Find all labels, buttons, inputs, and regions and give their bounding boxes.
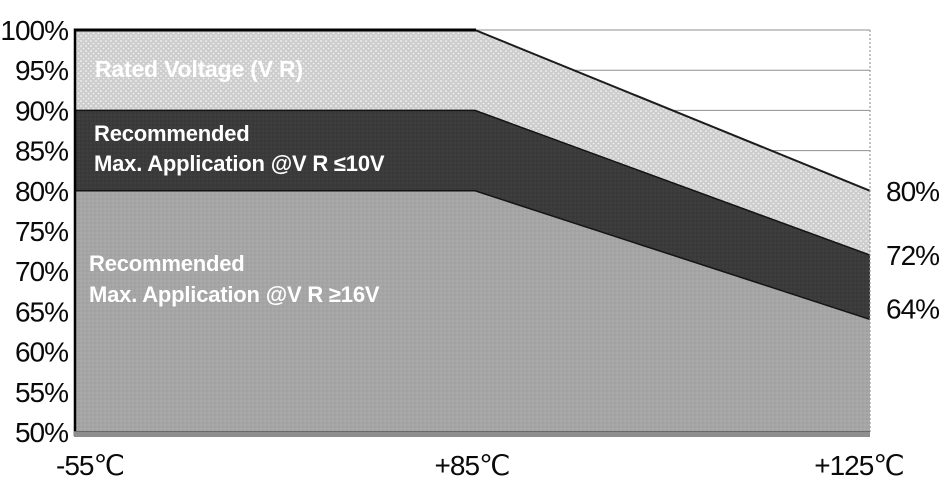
x-tick-label--55c: -55℃ [56,450,124,481]
y-tick-label-70pct: 70% [15,256,68,287]
area-recommended-max-application-ge-16v [75,190,870,432]
area-label-max-application-ge16v: Recommended Max. Application @V R ≥16V [89,248,380,310]
y-tick-label-60pct: 60% [15,337,68,368]
edge-recommended-max-application-ge-16v [75,190,871,321]
area-label-le10v-line2: Max. Application @V R ≤10V [94,151,385,176]
y-tick-label-55pct: 55% [15,377,68,408]
area-label-ge16v-line1: Recommended [89,251,245,276]
x-tick-label-125c: +125℃ [814,450,904,481]
y-tick-label-50pct: 50% [15,417,68,448]
area-label-rated-voltage: Rated Voltage (V R) [95,56,303,82]
y-tick-label-65pct: 65% [15,296,68,327]
edge-recommended-max-application-le-10v [75,109,871,256]
area-label-ge16v-line2: Max. Application @V R ≥16V [89,282,380,307]
y-tick-label-95pct: 95% [15,55,68,86]
y-tick-label-75pct: 75% [15,216,68,247]
area-rated-voltage [75,30,870,256]
y-tick-label-100pct: 100% [0,15,68,46]
y-tick-label-85pct: 85% [15,136,68,167]
right-label-80pct: 80% [886,176,939,207]
area-recommended-max-application-le-10v [75,110,870,320]
x-axis-band [74,432,870,437]
right-label-72pct: 72% [886,240,939,271]
area-label-max-application-le10v: Recommended Max. Application @V R ≤10V [94,119,385,179]
area-label-le10v-line1: Recommended [94,121,250,146]
right-label-64pct: 64% [886,293,939,324]
x-tick-label-85c: +85℃ [435,450,510,481]
y-tick-label-90pct: 90% [15,95,68,126]
y-tick-label-80pct: 80% [15,176,68,207]
